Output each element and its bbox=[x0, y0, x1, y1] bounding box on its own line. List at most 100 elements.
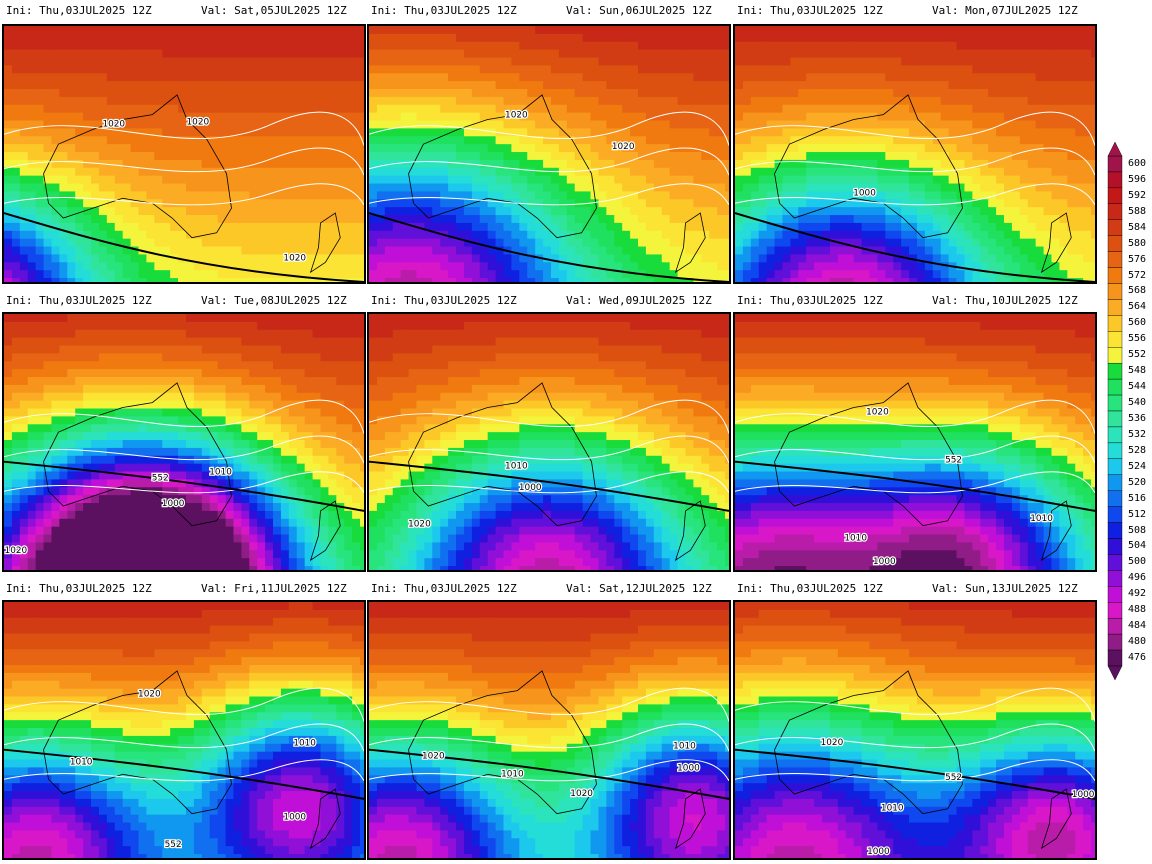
isobar-line bbox=[735, 471, 1095, 494]
colorbar-swatch bbox=[1107, 235, 1123, 252]
coastline-outline bbox=[774, 382, 1072, 562]
colorbar-level-label: 520 bbox=[1128, 476, 1147, 488]
valid-time-label: Val: Sat,05JUL2025 12Z bbox=[201, 4, 347, 17]
colorbar-level-label: 496 bbox=[1128, 572, 1147, 584]
colorbar-swatch bbox=[1107, 331, 1123, 348]
contour-label: 1010 bbox=[209, 468, 232, 478]
contour-552-line bbox=[369, 460, 729, 512]
contour-label: 1000 bbox=[867, 847, 890, 857]
colorbar-swatch bbox=[1107, 203, 1123, 220]
isobar-line bbox=[735, 147, 1095, 176]
height-field-map: 1010 1000 1020 bbox=[369, 314, 729, 570]
contour-552-line bbox=[735, 212, 1095, 282]
colorbar-level-label: 488 bbox=[1128, 604, 1147, 616]
coastline-outline bbox=[774, 670, 1072, 850]
contour-label: 1000 bbox=[283, 813, 306, 823]
forecast-map-panel: 1020 1020 bbox=[367, 24, 731, 284]
contour-label: 1020 bbox=[821, 738, 844, 748]
isobar-line bbox=[369, 759, 729, 782]
colorbar-swatch bbox=[1107, 155, 1123, 173]
isobar-line bbox=[735, 183, 1095, 206]
valid-time-label: Val: Thu,10JUL2025 12Z bbox=[932, 294, 1078, 307]
isobar-line bbox=[4, 111, 364, 146]
colorbar-level-label: 536 bbox=[1128, 412, 1147, 424]
isobar-line bbox=[369, 723, 729, 752]
colorbar-level-label: 512 bbox=[1128, 508, 1147, 520]
coastline-outline bbox=[774, 94, 1072, 274]
valid-time-label: Val: Wed,09JUL2025 12Z bbox=[566, 294, 712, 307]
height-field-map: 1020 1010 1010 1020 1000 bbox=[369, 602, 729, 858]
panel-header: Ini: Thu,03JUL2025 12Z Val: Sat,12JUL2025… bbox=[371, 580, 731, 598]
colorbar-level-label: 500 bbox=[1128, 556, 1147, 568]
colorbar-level-label: 480 bbox=[1128, 636, 1147, 648]
contour-label: 1000 bbox=[853, 188, 876, 198]
contour-label: 1020 bbox=[408, 520, 431, 530]
coastline-outline bbox=[408, 670, 706, 850]
valid-time-label: Val: Mon,07JUL2025 12Z bbox=[932, 4, 1078, 17]
contour-label: 1000 bbox=[677, 763, 700, 773]
colorbar-swatch bbox=[1107, 283, 1123, 300]
isobar-line bbox=[369, 471, 729, 494]
forecast-map-panel: 1000 bbox=[733, 24, 1097, 284]
isobar-line bbox=[735, 723, 1095, 752]
contour-label: 1010 bbox=[70, 757, 93, 767]
contour-label: 1010 bbox=[673, 742, 696, 752]
colorbar-level-label: 504 bbox=[1128, 540, 1147, 552]
isobar-line bbox=[369, 147, 729, 176]
colorbar-level-label: 524 bbox=[1128, 460, 1147, 472]
colorbar-swatch bbox=[1107, 394, 1123, 412]
coastline-outline bbox=[43, 382, 341, 562]
isobar-line bbox=[4, 183, 364, 206]
contour-552-line bbox=[369, 748, 729, 800]
contour-label: 1020 bbox=[505, 111, 528, 121]
contour-label: 552 bbox=[165, 840, 182, 850]
contour-label: 1010 bbox=[844, 533, 867, 543]
contour-552-line bbox=[735, 460, 1095, 512]
valid-time-label: Val: Sun,06JUL2025 12Z bbox=[566, 4, 712, 17]
colorbar-swatch bbox=[1107, 586, 1123, 603]
coastline-outline bbox=[408, 94, 706, 274]
contour-label: 552 bbox=[152, 473, 169, 483]
panel-header: Ini: Thu,03JUL2025 12Z Val: Wed,09JUL2025… bbox=[371, 292, 731, 310]
colorbar-level-label: 560 bbox=[1128, 317, 1147, 329]
contour-label: 1010 bbox=[505, 462, 528, 472]
init-time-label: Ini: Thu,03JUL2025 12Z bbox=[737, 4, 883, 17]
colorbar-swatch bbox=[1107, 171, 1123, 189]
panel-header: Ini: Thu,03JUL2025 12Z Val: Mon,07JUL2025… bbox=[737, 2, 1097, 20]
coastline-outline bbox=[408, 382, 706, 562]
isobar-line bbox=[369, 183, 729, 206]
panel-header: Ini: Thu,03JUL2025 12Z Val: Sun,13JUL2025… bbox=[737, 580, 1097, 598]
colorbar-level-label: 540 bbox=[1128, 397, 1147, 409]
panel-header: Ini: Thu,03JUL2025 12Z Val: Fri,11JUL2025… bbox=[6, 580, 366, 598]
colorbar-min-arrow bbox=[1107, 665, 1123, 681]
init-time-label: Ini: Thu,03JUL2025 12Z bbox=[6, 294, 152, 307]
contour-label: 1020 bbox=[612, 142, 635, 152]
colorbar-swatch bbox=[1107, 522, 1123, 539]
colorbar-level-label: 568 bbox=[1128, 285, 1147, 297]
colorbar-level-label: 592 bbox=[1128, 189, 1147, 201]
forecast-map-panel: 1020 1020 1020 bbox=[2, 24, 366, 284]
isobar-line bbox=[4, 147, 364, 176]
contour-label: 1020 bbox=[138, 690, 161, 700]
isobar-line bbox=[369, 435, 729, 464]
colorbar-swatch bbox=[1107, 187, 1123, 205]
height-field-map: 1020 552 1010 1000 1000 bbox=[735, 602, 1095, 858]
isobar-line bbox=[4, 687, 364, 722]
colorbar-level-label: 544 bbox=[1128, 381, 1147, 393]
colorbar-max-arrow bbox=[1107, 142, 1123, 157]
isobar-line bbox=[735, 435, 1095, 464]
panel-header: Ini: Thu,03JUL2025 12Z Val: Tue,08JUL2025… bbox=[6, 292, 366, 310]
colorbar-level-label: 576 bbox=[1128, 253, 1147, 265]
contour-label: 1010 bbox=[881, 804, 904, 814]
colorbar-swatch bbox=[1107, 602, 1123, 619]
init-time-label: Ini: Thu,03JUL2025 12Z bbox=[371, 582, 517, 595]
forecast-map-panel: 552 1010 1000 1020 bbox=[2, 312, 366, 572]
isobar-line bbox=[735, 759, 1095, 782]
panel-header: Ini: Thu,03JUL2025 12Z Val: Sun,06JUL2025… bbox=[371, 2, 731, 20]
forecast-map-panel: 1020 552 1010 1010 1000 bbox=[733, 312, 1097, 572]
contour-label: 1020 bbox=[866, 407, 889, 417]
height-field-map: 552 1010 1000 1020 bbox=[4, 314, 364, 570]
colorbar-scale bbox=[1107, 142, 1123, 681]
colorbar-level-label: 532 bbox=[1128, 428, 1147, 440]
valid-time-label: Val: Tue,08JUL2025 12Z bbox=[201, 294, 347, 307]
